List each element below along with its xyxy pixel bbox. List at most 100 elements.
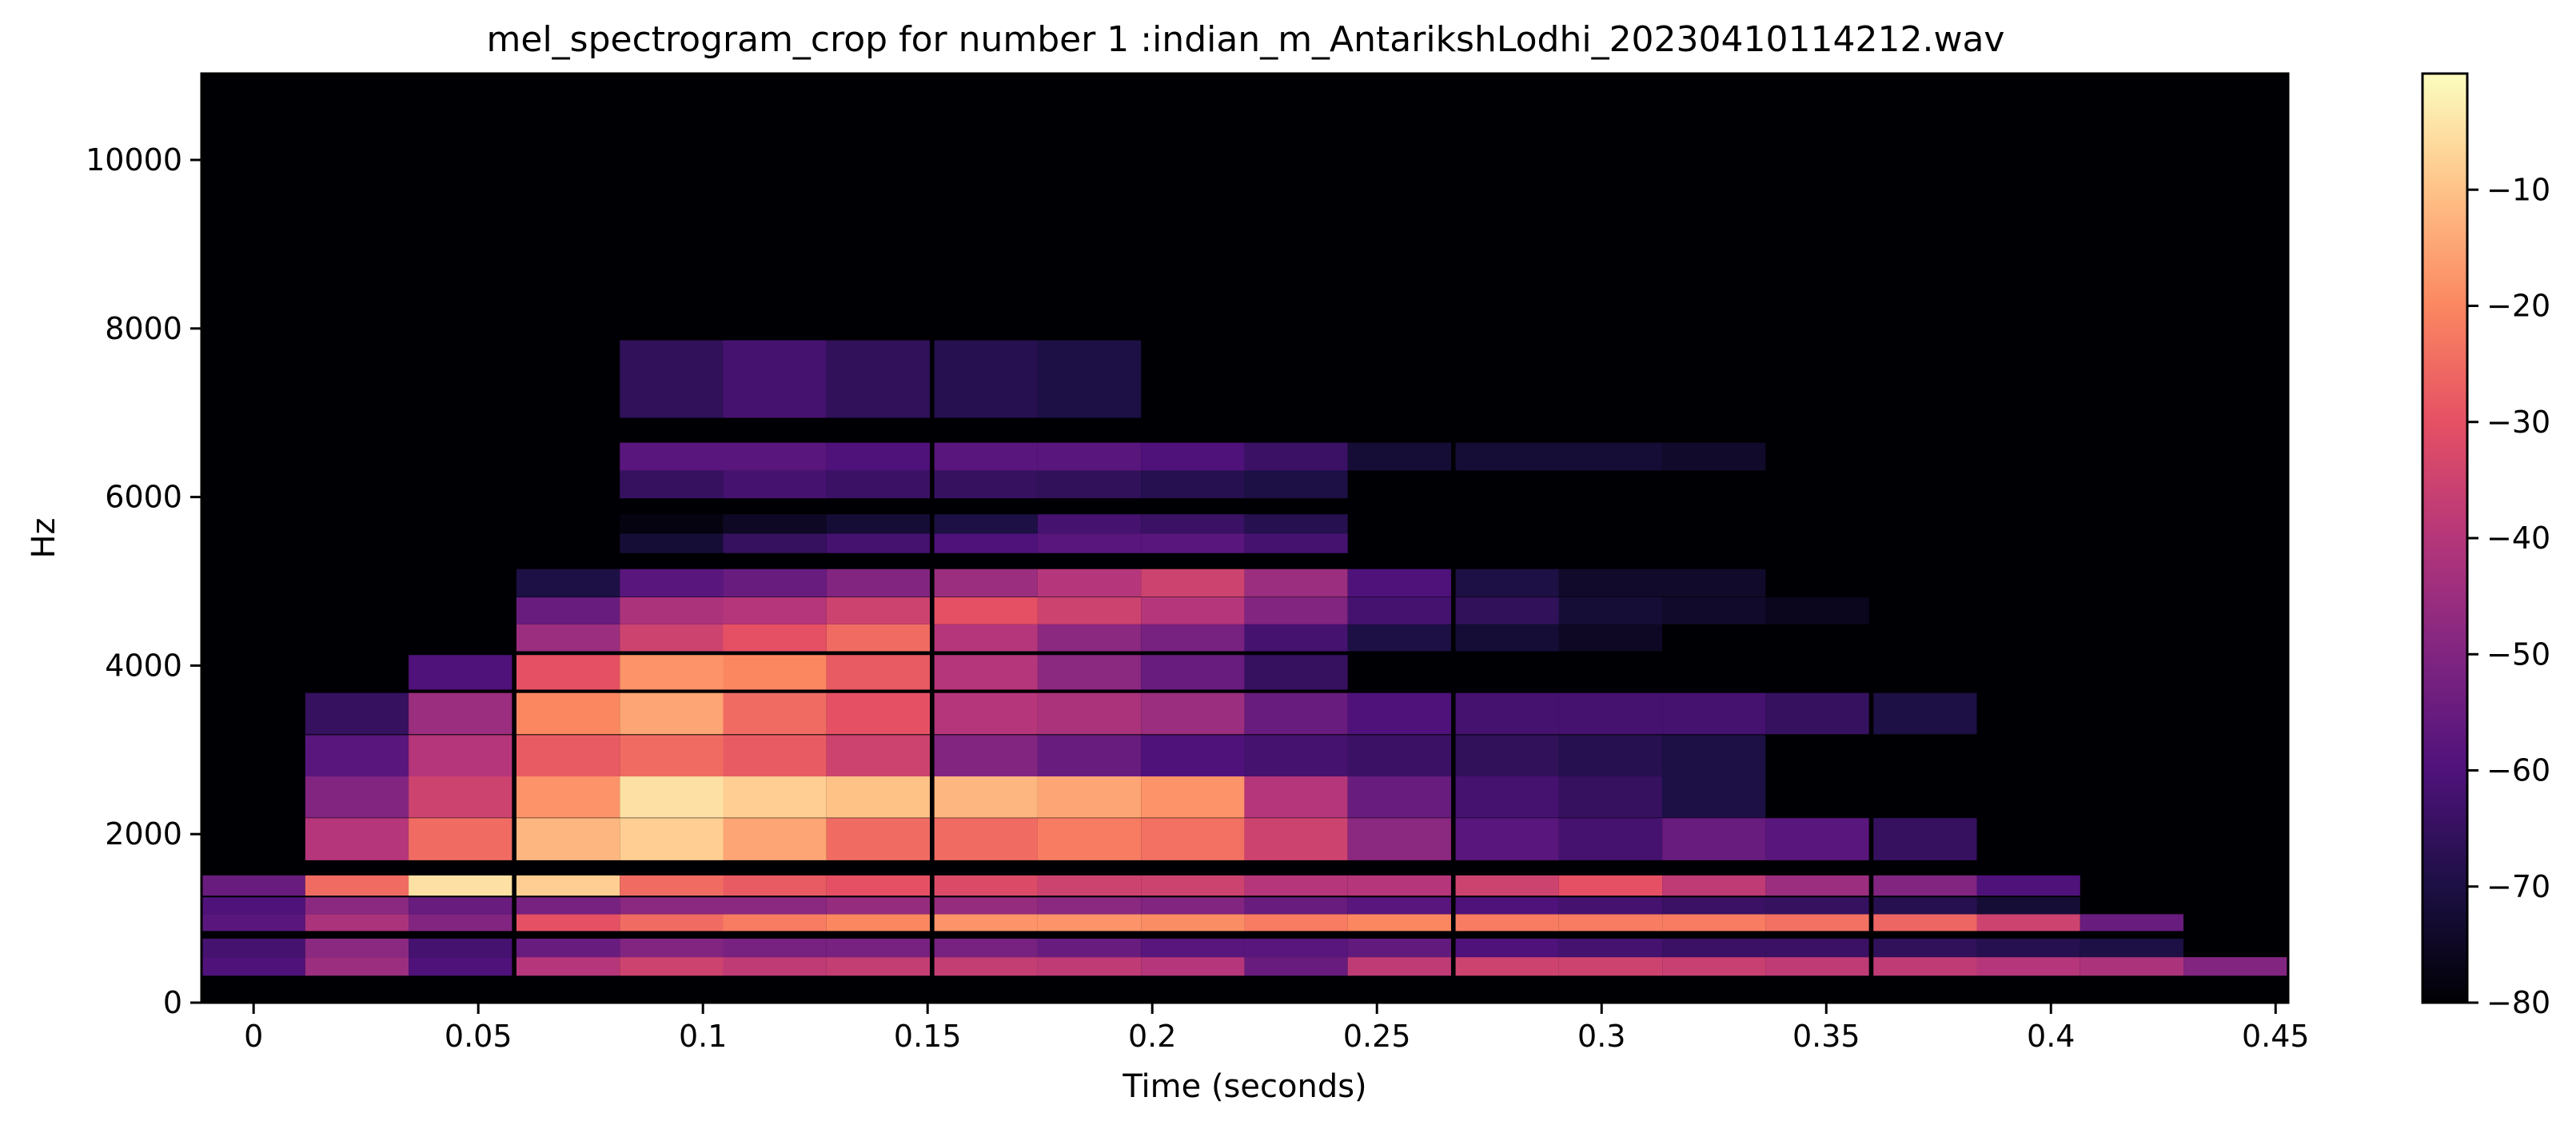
x-tick-label: 0.25 — [1343, 1019, 1411, 1054]
spectrogram-cell — [1244, 735, 1348, 777]
x-tick-label: 0.45 — [2242, 1019, 2310, 1054]
spectrogram-cell — [1347, 442, 1451, 471]
spectrogram-cell — [1244, 568, 1348, 597]
spectrogram-cell — [2080, 938, 2184, 958]
spectrogram-cell — [1141, 692, 1245, 735]
spectrogram-cell — [1347, 776, 1451, 818]
spectrogram-cell — [934, 938, 1038, 958]
spectrogram-cell — [1558, 938, 1663, 958]
x-tick-label: 0.1 — [679, 1019, 727, 1054]
spectrogram-cell — [1662, 957, 1766, 976]
spectrogram-cell — [1455, 914, 1559, 932]
spectrogram-cell — [1347, 957, 1451, 976]
y-tick-label: 0 — [163, 985, 182, 1020]
spectrogram-cell — [826, 568, 931, 597]
spectrogram-cell — [1037, 442, 1142, 471]
spectrogram-cell — [516, 568, 620, 597]
spectrogram-cell — [1976, 938, 2080, 958]
spectrogram-cell — [723, 735, 827, 777]
spectrogram-cell — [1141, 875, 1245, 896]
spectrogram-cell — [1141, 597, 1245, 624]
spectrogram-cell — [723, 597, 827, 624]
chart-title: mel_spectrogram_crop for number 1 :india… — [487, 19, 2005, 60]
spectrogram-cell — [1662, 597, 1766, 624]
spectrogram-cell — [1976, 897, 2080, 915]
spectrogram-cell — [723, 692, 827, 735]
spectrogram-cell — [723, 568, 827, 597]
plot-frame — [200, 72, 2290, 1004]
spectrogram-cell — [1244, 938, 1348, 958]
spectrogram-cell — [620, 818, 724, 860]
spectrogram-cell — [516, 624, 620, 652]
spectrogram-cell — [1558, 914, 1663, 932]
spectrogram-cell — [723, 897, 827, 915]
spectrogram-cell — [934, 624, 1038, 652]
spectrogram-cell — [620, 897, 724, 915]
spectrogram-cell — [1662, 818, 1766, 860]
spectrogram-cell — [934, 514, 1038, 534]
spectrogram-cell — [1141, 533, 1245, 553]
spectrogram-cell — [201, 914, 305, 932]
spectrogram-plot — [201, 74, 2288, 1003]
colorbar — [2421, 72, 2469, 1004]
spectrogram-cell — [1244, 624, 1348, 652]
spectrogram-cell — [1455, 692, 1559, 735]
spectrogram-cell — [1037, 957, 1142, 976]
spectrogram-cell — [1141, 442, 1245, 471]
spectrogram-cell — [1455, 776, 1559, 818]
spectrogram-cell — [826, 533, 931, 553]
x-tick-label: 0.15 — [894, 1019, 962, 1054]
spectrogram-cell — [1037, 735, 1142, 777]
spectrogram-cell — [826, 470, 931, 499]
spectrogram-cell — [1347, 914, 1451, 932]
spectrogram-cell — [2080, 914, 2184, 932]
spectrogram-cell — [826, 442, 931, 471]
spectrogram-cell — [1558, 442, 1663, 471]
x-tick-label: 0.05 — [445, 1019, 512, 1054]
spectrogram-cell — [409, 692, 512, 735]
spectrogram-cell — [723, 533, 827, 553]
spectrogram-cell — [723, 470, 827, 499]
spectrogram-cell — [723, 340, 827, 418]
spectrogram-cell — [1765, 938, 1869, 958]
spectrogram-cell — [409, 957, 512, 976]
spectrogram-cell — [1765, 597, 1869, 624]
spectrogram-cell — [1037, 818, 1142, 860]
spectrogram-cell — [1455, 568, 1559, 597]
spectrogram-cell — [516, 818, 620, 860]
spectrogram-cell — [1347, 624, 1451, 652]
spectrogram-cell — [1455, 957, 1559, 976]
spectrogram-cell — [2183, 957, 2287, 976]
spectrogram-cell — [516, 897, 620, 915]
spectrogram-cell — [826, 938, 931, 958]
spectrogram-cell — [1244, 818, 1348, 860]
spectrogram-cell — [1558, 735, 1663, 777]
spectrogram-cell — [1347, 818, 1451, 860]
spectrogram-cell — [1244, 692, 1348, 735]
spectrogram-cell — [1244, 897, 1348, 915]
spectrogram-cell — [826, 875, 931, 896]
spectrogram-cell — [620, 735, 724, 777]
spectrogram-cell — [620, 568, 724, 597]
spectrogram-cell — [305, 692, 409, 735]
spectrogram-cell — [305, 957, 409, 976]
colorbar-tick-label: −60 — [2486, 753, 2550, 788]
x-axis-label: Time (seconds) — [1122, 1068, 1366, 1105]
spectrogram-cell — [1037, 875, 1142, 896]
spectrogram-cell — [516, 957, 620, 976]
spectrogram-cell — [934, 735, 1038, 777]
spectrogram-cell — [934, 568, 1038, 597]
spectrogram-cell — [620, 442, 724, 471]
spectrogram-cell — [1244, 875, 1348, 896]
spectrogram-cell — [2080, 957, 2184, 976]
spectrogram-cell — [1873, 818, 1977, 860]
spectrogram-cell — [409, 735, 512, 777]
spectrogram-cell — [409, 655, 512, 690]
spectrogram-cell — [201, 897, 305, 915]
spectrogram-cell — [1662, 692, 1766, 735]
spectrogram-cell — [1558, 692, 1663, 735]
spectrogram-cell — [620, 776, 724, 818]
spectrogram-cell — [1873, 875, 1977, 896]
spectrogram-cell — [1873, 914, 1977, 932]
spectrogram-cell — [1037, 568, 1142, 597]
